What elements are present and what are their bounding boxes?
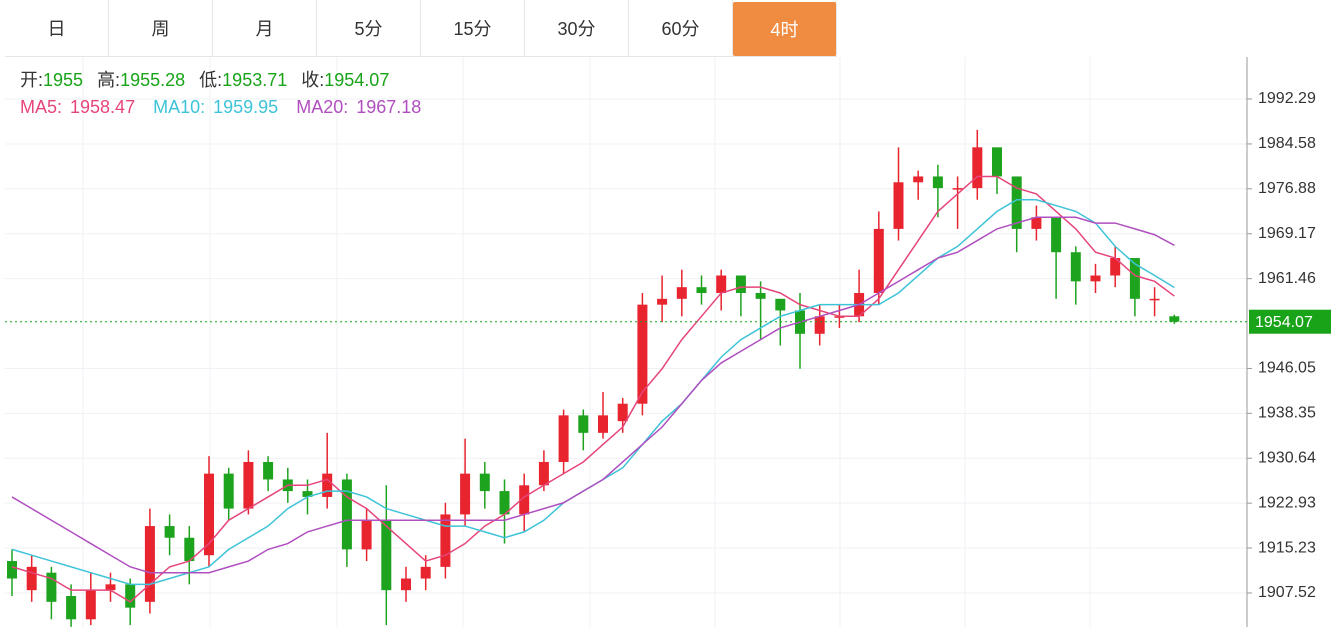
candle-body bbox=[223, 473, 234, 509]
candle-body bbox=[1129, 258, 1140, 299]
candle-body bbox=[341, 479, 352, 550]
period-tab[interactable]: 周 bbox=[109, 0, 213, 56]
info-value: 1954.07 bbox=[324, 70, 389, 90]
candle-body bbox=[637, 304, 648, 404]
candle-body bbox=[184, 537, 195, 562]
candle-body bbox=[1070, 252, 1081, 282]
candle-body bbox=[538, 461, 549, 486]
candle-body bbox=[1090, 275, 1101, 282]
candle-body bbox=[66, 596, 77, 620]
candle-body bbox=[932, 176, 943, 189]
period-tab[interactable]: 5分 bbox=[317, 0, 421, 56]
candle-body bbox=[735, 275, 746, 293]
y-tick-label: 1930.64 bbox=[1258, 449, 1316, 466]
period-tab[interactable]: 30分 bbox=[525, 0, 629, 56]
info-label: 低: bbox=[199, 70, 222, 90]
ohlc-info: 开:1955 高:1955.28 低:1953.71 收:1954.07 bbox=[20, 70, 389, 90]
candle-body bbox=[1011, 176, 1022, 229]
candle-body bbox=[716, 275, 727, 293]
candle-body bbox=[775, 298, 786, 311]
candle-body bbox=[479, 473, 490, 492]
candle-body bbox=[893, 182, 904, 229]
candle-body bbox=[676, 287, 687, 299]
candle-body bbox=[420, 566, 431, 579]
candle-body bbox=[263, 461, 274, 480]
period-tabs: 日周月 5分 15分 30分 60分 4时 bbox=[5, 0, 837, 57]
period-tab[interactable]: 月 bbox=[213, 0, 317, 56]
candle-body bbox=[519, 485, 530, 515]
candle-body bbox=[913, 176, 924, 183]
candle-body bbox=[381, 520, 392, 591]
candle-body bbox=[617, 403, 628, 422]
legend-value: 1958.47 bbox=[70, 97, 135, 117]
candle-body bbox=[125, 584, 136, 608]
candle-body bbox=[460, 473, 471, 515]
y-tick-label: 1984.58 bbox=[1258, 135, 1316, 152]
candle-body bbox=[558, 415, 569, 462]
candle-body bbox=[657, 298, 668, 305]
candle-body bbox=[992, 147, 1002, 177]
legend-name: MA10: bbox=[153, 97, 205, 117]
candle-body bbox=[243, 461, 254, 509]
candle-body bbox=[1149, 298, 1160, 301]
last-price-label: 1954.07 bbox=[1255, 314, 1313, 331]
info-label: 高: bbox=[97, 70, 120, 90]
legend-value: 1959.95 bbox=[213, 97, 278, 117]
y-tick-label: 1946.05 bbox=[1258, 360, 1316, 377]
candle-body bbox=[144, 526, 155, 602]
candle-body bbox=[164, 526, 175, 538]
period-tab[interactable]: 4时 bbox=[733, 2, 837, 56]
candle-body bbox=[578, 415, 589, 433]
y-tick-label: 1915.23 bbox=[1258, 539, 1316, 556]
last-price-box bbox=[1249, 309, 1331, 334]
candle-body bbox=[873, 228, 884, 293]
y-tick-label: 1961.46 bbox=[1258, 270, 1316, 287]
ma-line bbox=[11, 216, 1175, 574]
candle-body bbox=[105, 584, 116, 591]
legend-value: 1967.18 bbox=[356, 97, 421, 117]
candle-body bbox=[204, 473, 214, 556]
candle-body bbox=[598, 415, 608, 433]
candle-body bbox=[440, 514, 451, 567]
legend-name: MA20: bbox=[296, 97, 348, 117]
candle-body bbox=[499, 491, 510, 515]
ma-line bbox=[11, 199, 1175, 586]
candle-body bbox=[322, 473, 333, 497]
ma-legend: MA5: 1958.47 MA10: 1959.95 MA20: 1967.18 bbox=[20, 97, 421, 117]
candle-body bbox=[1051, 217, 1062, 253]
candle-body bbox=[1031, 217, 1042, 229]
info-value: 1953.71 bbox=[222, 70, 287, 90]
info-label: 收: bbox=[301, 70, 324, 90]
candle-body bbox=[26, 566, 37, 591]
period-tab[interactable]: 15分 bbox=[421, 0, 525, 56]
y-tick-label: 1907.52 bbox=[1258, 584, 1316, 601]
info-label: 开: bbox=[20, 70, 43, 90]
candle-body bbox=[85, 590, 96, 620]
info-value: 1955 bbox=[43, 70, 83, 90]
period-tab[interactable]: 60分 bbox=[629, 0, 733, 56]
candle-body bbox=[46, 572, 57, 602]
candle-body bbox=[814, 316, 825, 334]
candle-body bbox=[361, 520, 372, 550]
candle-body bbox=[755, 292, 766, 299]
candle-body bbox=[1169, 316, 1180, 322]
period-tab[interactable]: 日 bbox=[5, 0, 109, 56]
y-tick-label: 1976.88 bbox=[1258, 180, 1316, 197]
y-tick-label: 1938.35 bbox=[1258, 405, 1316, 422]
candle-body bbox=[952, 188, 963, 190]
candle-body bbox=[7, 561, 17, 579]
y-tick-label: 1992.29 bbox=[1258, 90, 1316, 107]
ma-line bbox=[11, 175, 1175, 603]
candle-body bbox=[972, 147, 983, 189]
candle-body bbox=[302, 491, 313, 497]
legend-name: MA5: bbox=[20, 97, 62, 117]
info-value: 1955.28 bbox=[120, 70, 185, 90]
y-tick-label: 1922.93 bbox=[1258, 494, 1316, 511]
candle-body bbox=[696, 287, 707, 293]
candle-body bbox=[1110, 258, 1121, 276]
candle-body bbox=[401, 578, 411, 591]
y-tick-label: 1969.17 bbox=[1258, 225, 1316, 242]
